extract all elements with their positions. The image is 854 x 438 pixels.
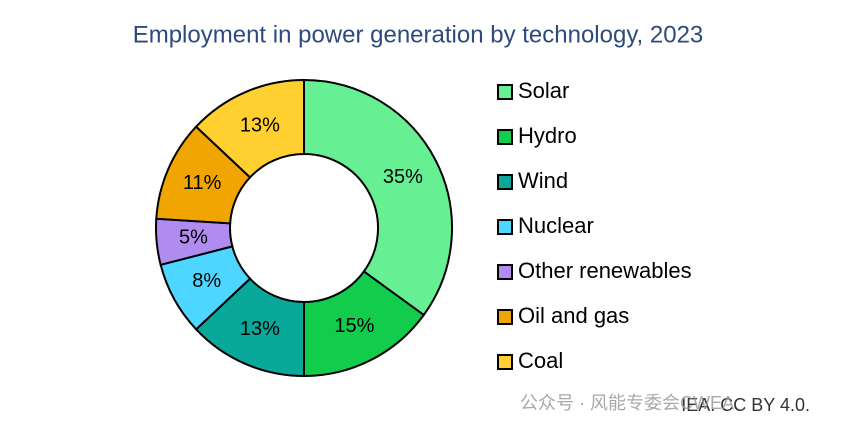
legend-label: Hydro xyxy=(518,123,577,148)
slice xyxy=(303,78,453,317)
legend-swatch xyxy=(497,84,513,100)
legend-label: Wind xyxy=(518,168,568,193)
legend-label: Nuclear xyxy=(518,213,594,238)
slice xyxy=(194,78,305,179)
legend-swatch xyxy=(497,219,513,235)
legend-swatch xyxy=(497,129,513,145)
chart-title: Employment in power generation by techno… xyxy=(133,21,704,48)
legend-swatch xyxy=(497,309,513,325)
legend-swatch xyxy=(497,264,513,280)
data-label: 15% xyxy=(334,315,374,337)
data-label: 11% xyxy=(183,172,222,194)
legend-label: Oil and gas xyxy=(518,303,629,328)
watermark: 公众号 · 风能专委会CWEA xyxy=(520,393,734,413)
data-label: 5% xyxy=(179,227,208,249)
legend-swatch xyxy=(497,354,513,370)
data-label: 13% xyxy=(240,318,280,340)
data-label: 35% xyxy=(383,166,423,188)
data-label: 8% xyxy=(192,270,221,292)
legend-label: Solar xyxy=(518,78,569,103)
legend-label: Coal xyxy=(518,348,563,373)
source: IEA. CC BY 4.0. xyxy=(681,395,810,415)
legend-label: Other renewables xyxy=(518,258,692,283)
data-label: 13% xyxy=(240,114,280,136)
legend-swatch xyxy=(497,174,513,190)
